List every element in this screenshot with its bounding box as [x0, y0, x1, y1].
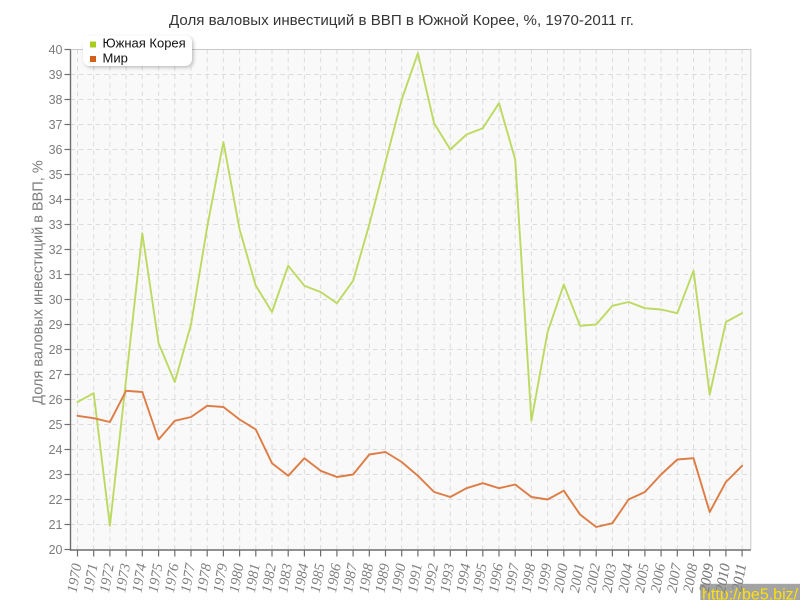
- svg-text:2000: 2000: [551, 562, 572, 594]
- svg-text:37: 37: [49, 118, 63, 132]
- svg-text:Мир: Мир: [103, 50, 128, 65]
- svg-text:1992: 1992: [421, 562, 442, 594]
- svg-text:1972: 1972: [97, 562, 118, 594]
- svg-text:2006: 2006: [648, 562, 669, 594]
- svg-text:1970: 1970: [65, 562, 86, 594]
- svg-text:2011: 2011: [729, 562, 750, 592]
- svg-text:2001: 2001: [567, 562, 588, 594]
- svg-text:1984: 1984: [292, 562, 313, 594]
- svg-text:1988: 1988: [356, 562, 377, 594]
- svg-text:35: 35: [49, 168, 63, 182]
- svg-text:1977: 1977: [178, 562, 199, 594]
- svg-text:39: 39: [49, 68, 63, 82]
- svg-text:1975: 1975: [146, 562, 167, 594]
- svg-text:1982: 1982: [259, 562, 280, 594]
- svg-text:2005: 2005: [632, 562, 653, 594]
- svg-text:2004: 2004: [616, 562, 637, 594]
- svg-text:Доля валовых инвестиций в ВВП,: Доля валовых инвестиций в ВВП, %: [31, 160, 47, 405]
- svg-text:1997: 1997: [502, 562, 523, 594]
- svg-text:28: 28: [49, 343, 63, 357]
- svg-text:33: 33: [49, 218, 63, 232]
- svg-text:36: 36: [49, 143, 63, 157]
- svg-text:23: 23: [49, 468, 63, 482]
- svg-text:1980: 1980: [227, 562, 248, 594]
- svg-text:31: 31: [49, 268, 63, 282]
- svg-text:2002: 2002: [583, 562, 604, 594]
- svg-text:1973: 1973: [113, 562, 134, 594]
- svg-text:2010: 2010: [713, 562, 734, 594]
- svg-text:1979: 1979: [211, 562, 232, 594]
- svg-text:29: 29: [49, 318, 63, 332]
- svg-text:25: 25: [49, 418, 63, 432]
- svg-text:1990: 1990: [389, 562, 410, 594]
- svg-text:1993: 1993: [437, 562, 458, 594]
- svg-text:1994: 1994: [454, 562, 475, 594]
- svg-text:1995: 1995: [470, 562, 491, 594]
- svg-text:1971: 1971: [81, 562, 102, 594]
- svg-text:40: 40: [49, 43, 63, 57]
- svg-text:Южная Корея: Южная Корея: [103, 35, 186, 50]
- svg-text:1976: 1976: [162, 562, 183, 594]
- svg-text:26: 26: [49, 393, 63, 407]
- svg-text:22: 22: [49, 493, 63, 507]
- svg-text:1989: 1989: [373, 562, 394, 594]
- svg-text:1998: 1998: [519, 562, 540, 594]
- svg-text:21: 21: [49, 518, 63, 532]
- svg-text:1983: 1983: [275, 562, 296, 594]
- svg-text:30: 30: [49, 293, 63, 307]
- svg-text:1996: 1996: [486, 562, 507, 594]
- svg-text:http://be5.biz/: http://be5.biz/: [702, 587, 799, 600]
- svg-text:20: 20: [49, 543, 63, 557]
- svg-text:38: 38: [49, 93, 63, 107]
- svg-text:Доля валовых инвестиций в ВВП: Доля валовых инвестиций в ВВП в Южной Ко…: [169, 12, 634, 29]
- svg-text:1987: 1987: [340, 562, 361, 594]
- svg-text:2009: 2009: [697, 562, 718, 594]
- svg-text:2007: 2007: [664, 562, 685, 594]
- svg-text:1985: 1985: [308, 562, 329, 594]
- svg-text:2008: 2008: [681, 562, 702, 594]
- svg-text:32: 32: [49, 243, 63, 257]
- svg-text:1991: 1991: [405, 562, 426, 594]
- svg-text:1986: 1986: [324, 562, 345, 594]
- svg-text:2003: 2003: [600, 562, 621, 594]
- svg-text:24: 24: [49, 443, 63, 457]
- svg-text:27: 27: [49, 368, 63, 382]
- svg-text:1978: 1978: [194, 562, 215, 594]
- svg-text:1981: 1981: [243, 562, 264, 594]
- svg-text:34: 34: [49, 193, 63, 207]
- svg-text:1999: 1999: [535, 562, 556, 594]
- svg-text:1974: 1974: [129, 562, 150, 594]
